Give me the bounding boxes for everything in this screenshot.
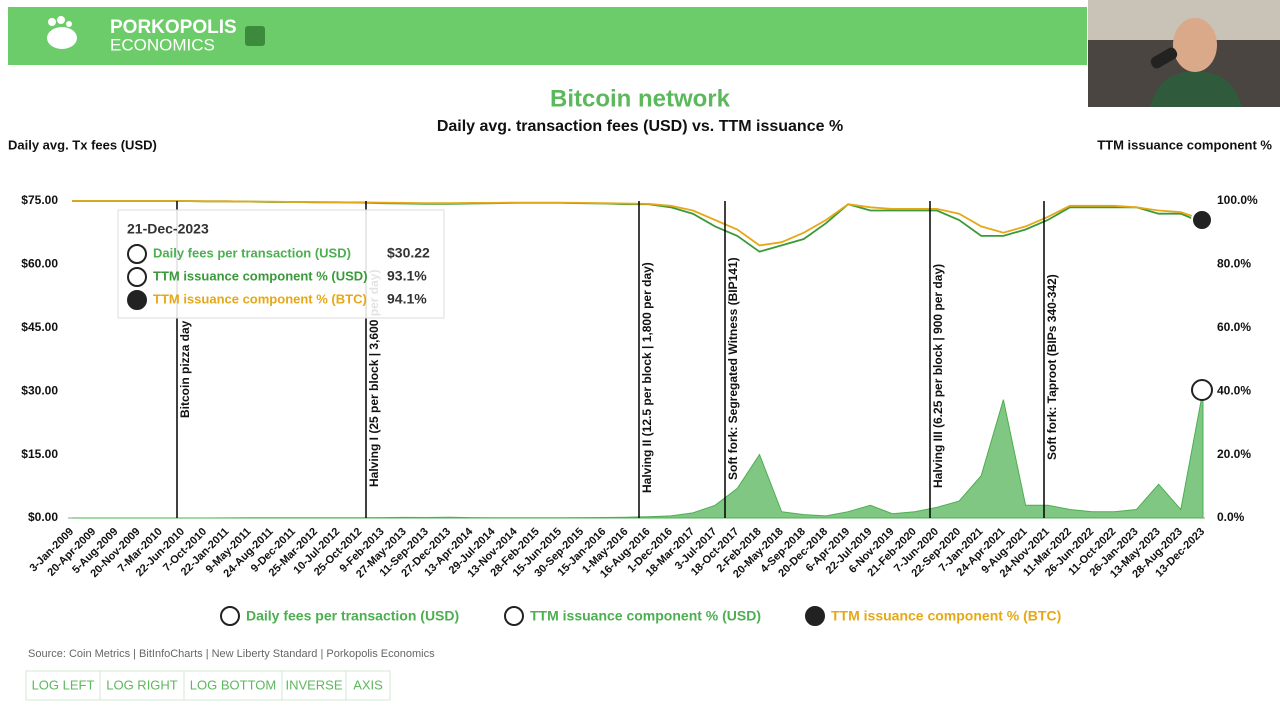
tooltip-box: [117, 209, 445, 319]
y-tick-label: $30.00: [21, 383, 58, 397]
tooltip-value: $30.22: [387, 245, 430, 261]
y2-tick-label: 60.0%: [1217, 320, 1251, 334]
y-tick-label: $45.00: [21, 320, 58, 334]
y2-axis-label: TTM issuance component %: [1097, 137, 1272, 152]
y2-tick-label: 0.0%: [1217, 510, 1245, 524]
y-tick-label: $60.00: [21, 257, 58, 271]
button-label[interactable]: LOG LEFT: [32, 677, 95, 692]
brand-line1: PORKOPOLIS: [110, 17, 237, 38]
y2-tick-label: 80.0%: [1217, 257, 1251, 271]
fees-area: [72, 390, 1204, 519]
tooltip-date: 21-Dec-2023: [127, 221, 209, 237]
button[interactable]: [281, 670, 347, 701]
button[interactable]: [99, 670, 185, 701]
y2-tick-label: 40.0%: [1217, 383, 1251, 397]
annotation-label: Soft fork: Segregated Witness (BIP141): [726, 257, 740, 480]
tooltip-icon: [127, 290, 147, 310]
tooltip-value: 94.1%: [387, 291, 427, 307]
tooltip: 21-Dec-2023 Daily fees per transaction (U…: [117, 209, 445, 319]
legend-icon: [805, 606, 825, 626]
annotation-label: Halving II (12.5 per block | 1,800 per d…: [640, 262, 654, 493]
btc-icon: [1191, 209, 1213, 231]
button-label[interactable]: AXIS: [353, 677, 383, 692]
button-label[interactable]: LOG RIGHT: [106, 677, 178, 692]
annotation-label: Soft fork: Taproot (BIPs 340-342): [1045, 274, 1059, 460]
header-bar: [8, 7, 1087, 65]
annotation-label: Bitcoin pizza day: [178, 320, 192, 418]
tooltip-label: Daily fees per transaction (USD): [153, 245, 351, 260]
annotation-label: Halving I (25 per block | 3,600 per day): [367, 270, 381, 487]
button-label[interactable]: INVERSE: [285, 677, 342, 692]
tooltip-label: TTM issuance component % (BTC): [153, 291, 367, 306]
source: Source: Coin Metrics | BitInfoCharts | N…: [28, 648, 435, 660]
annotation-label: Halving III (6.25 per block | 900 per da…: [931, 264, 945, 488]
tooltip-value: 93.1%: [387, 268, 427, 284]
brand-line2: ECONOMICS: [110, 35, 215, 54]
button-label[interactable]: LOG BOTTOM: [190, 677, 276, 692]
webcam: [1088, 0, 1280, 107]
usd-icon: [1191, 379, 1213, 401]
legend-label: TTM issuance component % (BTC): [831, 608, 1061, 624]
chart-title: Bitcoin network: [550, 85, 731, 112]
legend-label: Daily fees per transaction (USD): [246, 608, 459, 624]
legend-icon: [220, 606, 240, 626]
tooltip-icon: [127, 244, 147, 264]
legend-icon: [504, 606, 524, 626]
issuance-line: [72, 200, 1204, 247]
chart-subtitle: Daily avg. transaction fees (USD) vs. TT…: [437, 118, 843, 135]
y-tick-label: $75.00: [21, 193, 58, 207]
y2-tick-label: 100.0%: [1217, 193, 1258, 207]
y-tick-label: $15.00: [21, 447, 58, 461]
y2-tick-label: 20.0%: [1217, 447, 1251, 461]
tooltip-label: TTM issuance component % (USD): [153, 268, 368, 283]
legend-label: TTM issuance component % (USD): [530, 608, 761, 624]
logo: [47, 16, 77, 49]
y-tick-label: $0.00: [28, 510, 58, 524]
button[interactable]: [345, 670, 391, 701]
y-axis-label: Daily avg. Tx fees (USD): [8, 137, 157, 152]
tooltip-icon: [127, 267, 147, 287]
chart-icon[interactable]: [245, 26, 265, 46]
